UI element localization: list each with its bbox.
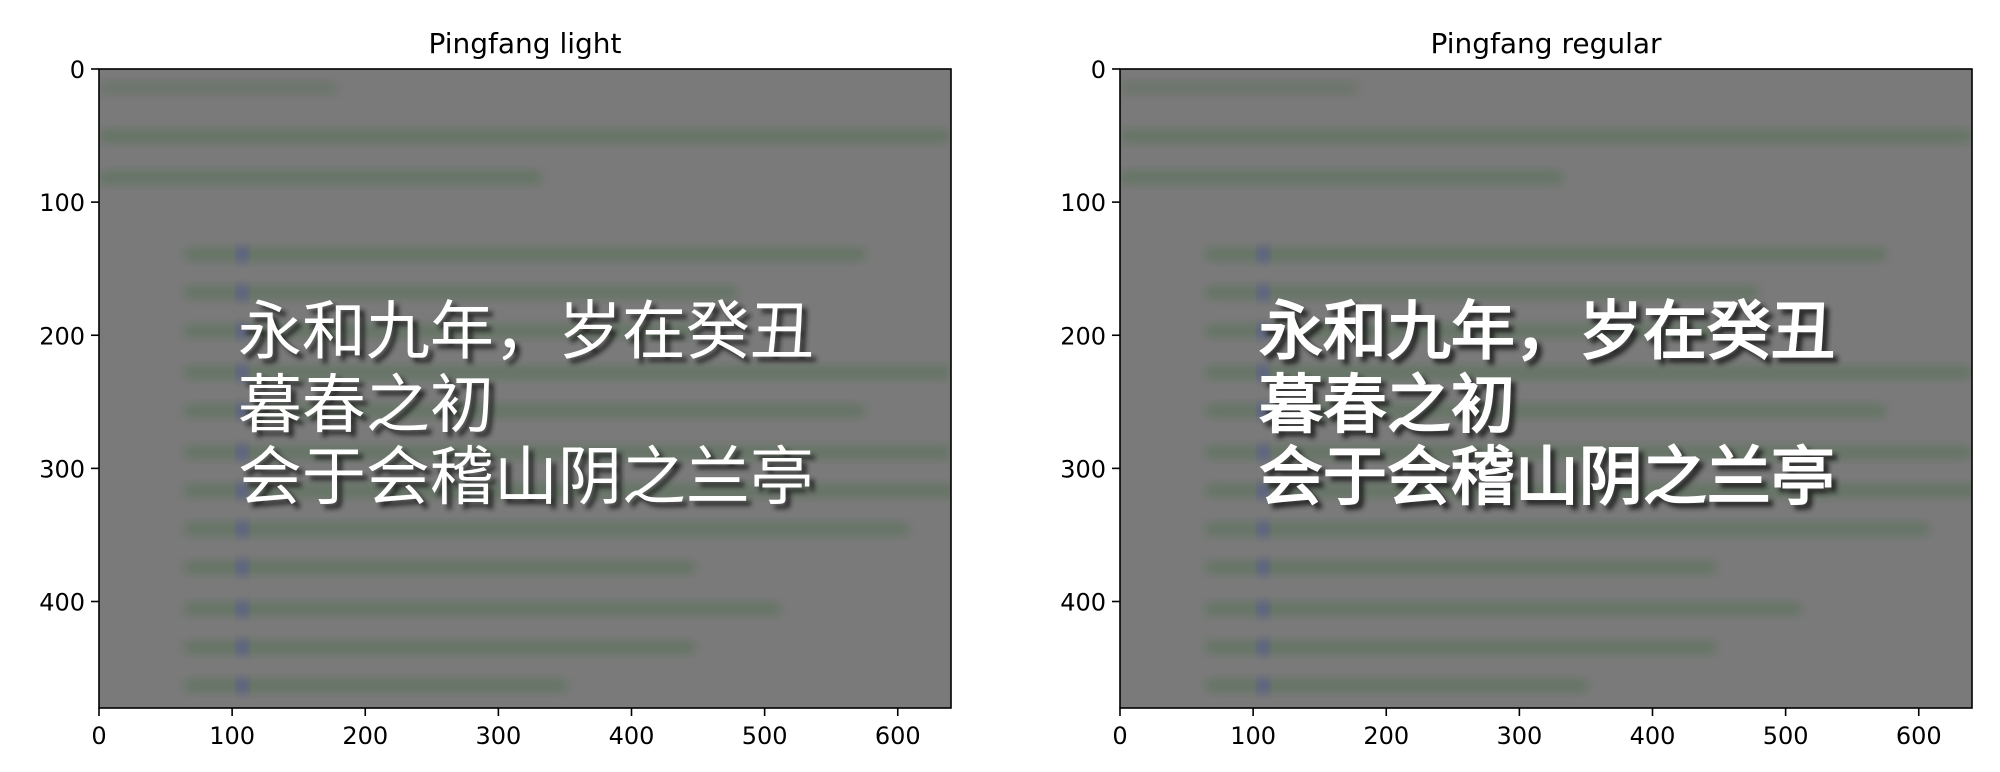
blurred-bullet-marker	[1256, 601, 1271, 616]
blurred-code-line	[184, 286, 738, 299]
overlay-text-line: 永和九年，岁在癸丑	[1259, 295, 1835, 369]
blurred-bullet-marker	[235, 522, 250, 537]
overlay-text-shadow: 暮春之初	[1264, 374, 1520, 448]
blurred-code-background: 永和九年，岁在癸丑永和九年，岁在癸丑暮春之初暮春之初会于会稽山阴之兰亭会于会稽山…	[1120, 82, 1972, 693]
overlay-text-line: 会于会稽山阴之兰亭	[238, 441, 814, 515]
blurred-code-line	[184, 248, 866, 261]
y-tick-label: 0	[70, 56, 85, 84]
blurred-bullet-marker	[235, 678, 250, 693]
blurred-code-line	[184, 561, 696, 574]
blurred-bullet-marker	[1256, 247, 1271, 262]
blurred-bullet-marker	[235, 640, 250, 655]
blurred-code-line	[1205, 602, 1802, 615]
overlay-text-shadow: 永和九年，岁在癸丑	[243, 300, 819, 374]
blurred-code-line	[99, 82, 338, 95]
blurred-code-line	[1205, 523, 1930, 536]
x-tick-label: 200	[1363, 722, 1409, 750]
x-tick-label: 600	[875, 722, 921, 750]
x-tick-label: 500	[1763, 722, 1809, 750]
y-tick-label: 200	[39, 322, 85, 350]
blurred-code-line	[184, 641, 696, 654]
blurred-bullet-marker	[235, 483, 250, 498]
blurred-bullet-marker	[235, 403, 250, 418]
blurred-code-line	[1205, 679, 1589, 692]
overlay-text-line: 会于会稽山阴之兰亭	[1259, 441, 1835, 515]
blurred-code-line	[1205, 641, 1717, 654]
blurred-bullet-marker	[1256, 522, 1271, 537]
x-tick-label: 0	[1112, 722, 1127, 750]
blurred-bullet-marker	[1256, 365, 1271, 380]
y-tick-label: 100	[1060, 189, 1106, 217]
blurred-bullet-marker	[235, 247, 250, 262]
blurred-code-line	[184, 366, 951, 379]
blurred-code-line	[1205, 404, 1887, 417]
blurred-bullet-marker	[235, 560, 250, 575]
blurred-bullet-marker	[1256, 323, 1271, 338]
x-tick-label: 0	[91, 722, 106, 750]
blurred-code-line	[184, 602, 781, 615]
x-tick-label: 100	[1230, 722, 1276, 750]
blurred-bullet-marker	[235, 365, 250, 380]
y-tick-label: 0	[1091, 56, 1106, 84]
overlay-text-shadow: 永和九年，岁在癸丑	[1264, 300, 1840, 374]
x-tick-label: 300	[1496, 722, 1542, 750]
y-tick-label: 300	[1060, 455, 1106, 483]
blurred-code-line	[184, 484, 951, 497]
blurred-bullet-marker	[235, 601, 250, 616]
blurred-code-line	[184, 404, 866, 417]
axes-panel-1: 永和九年，岁在癸丑永和九年，岁在癸丑暮春之初暮春之初会于会稽山阴之兰亭会于会稽山…	[39, 27, 952, 750]
overlay-text-line: 永和九年，岁在癸丑	[238, 295, 814, 369]
blurred-bullet-marker	[1256, 678, 1271, 693]
blurred-bullet-marker	[1256, 445, 1271, 460]
blurred-code-line	[1205, 248, 1887, 261]
blurred-bullet-marker	[235, 445, 250, 460]
axes-frame	[98, 68, 952, 709]
blurred-code-line	[1205, 446, 1972, 459]
x-tick-label: 100	[209, 722, 255, 750]
blurred-code-line	[184, 523, 909, 536]
blurred-code-line	[1120, 130, 1972, 143]
overlay-text-shadow: 暮春之初	[243, 374, 499, 448]
blurred-code-line	[1205, 324, 1717, 337]
x-tick-label: 500	[742, 722, 788, 750]
axes-title: Pingfang light	[428, 27, 621, 60]
blurred-bullet-marker	[235, 285, 250, 300]
axes-panel-2: 永和九年，岁在癸丑永和九年，岁在癸丑暮春之初暮春之初会于会稽山阴之兰亭会于会稽山…	[1060, 27, 1973, 750]
blurred-code-line	[184, 324, 696, 337]
x-tick-label: 400	[609, 722, 655, 750]
blurred-bullet-marker	[1256, 640, 1271, 655]
blurred-code-line	[1205, 561, 1717, 574]
blurred-bullet-marker	[1256, 285, 1271, 300]
overlay-text-line: 暮春之初	[1259, 369, 1515, 443]
blurred-code-line	[1120, 82, 1359, 95]
axes-title: Pingfang regular	[1430, 27, 1662, 60]
x-tick-label: 200	[342, 722, 388, 750]
y-tick-label: 400	[1060, 589, 1106, 617]
blurred-code-line	[99, 171, 543, 184]
blurred-code-line	[1205, 366, 1972, 379]
x-tick-label: 600	[1896, 722, 1942, 750]
blurred-bullet-marker	[1256, 560, 1271, 575]
blurred-code-background: 永和九年，岁在癸丑永和九年，岁在癸丑暮春之初暮春之初会于会稽山阴之兰亭会于会稽山…	[99, 82, 951, 693]
x-tick-label: 400	[1630, 722, 1676, 750]
overlay-text-shadow: 会于会稽山阴之兰亭	[243, 446, 819, 520]
y-tick-label: 300	[39, 455, 85, 483]
blurred-code-line	[99, 130, 951, 143]
overlay-text-line: 暮春之初	[238, 369, 494, 443]
blurred-code-line	[1205, 286, 1759, 299]
x-tick-label: 300	[475, 722, 521, 750]
y-tick-label: 400	[39, 589, 85, 617]
blurred-bullet-marker	[1256, 483, 1271, 498]
blurred-bullet-marker	[235, 323, 250, 338]
blurred-code-line	[1120, 171, 1564, 184]
blurred-code-line	[184, 679, 568, 692]
y-tick-label: 200	[1060, 322, 1106, 350]
overlay-text-shadow: 会于会稽山阴之兰亭	[1264, 446, 1840, 520]
blurred-code-line	[1205, 484, 1972, 497]
blurred-bullet-marker	[1256, 403, 1271, 418]
blurred-code-line	[184, 446, 951, 459]
axes-frame	[1119, 68, 1973, 709]
y-tick-label: 100	[39, 189, 85, 217]
